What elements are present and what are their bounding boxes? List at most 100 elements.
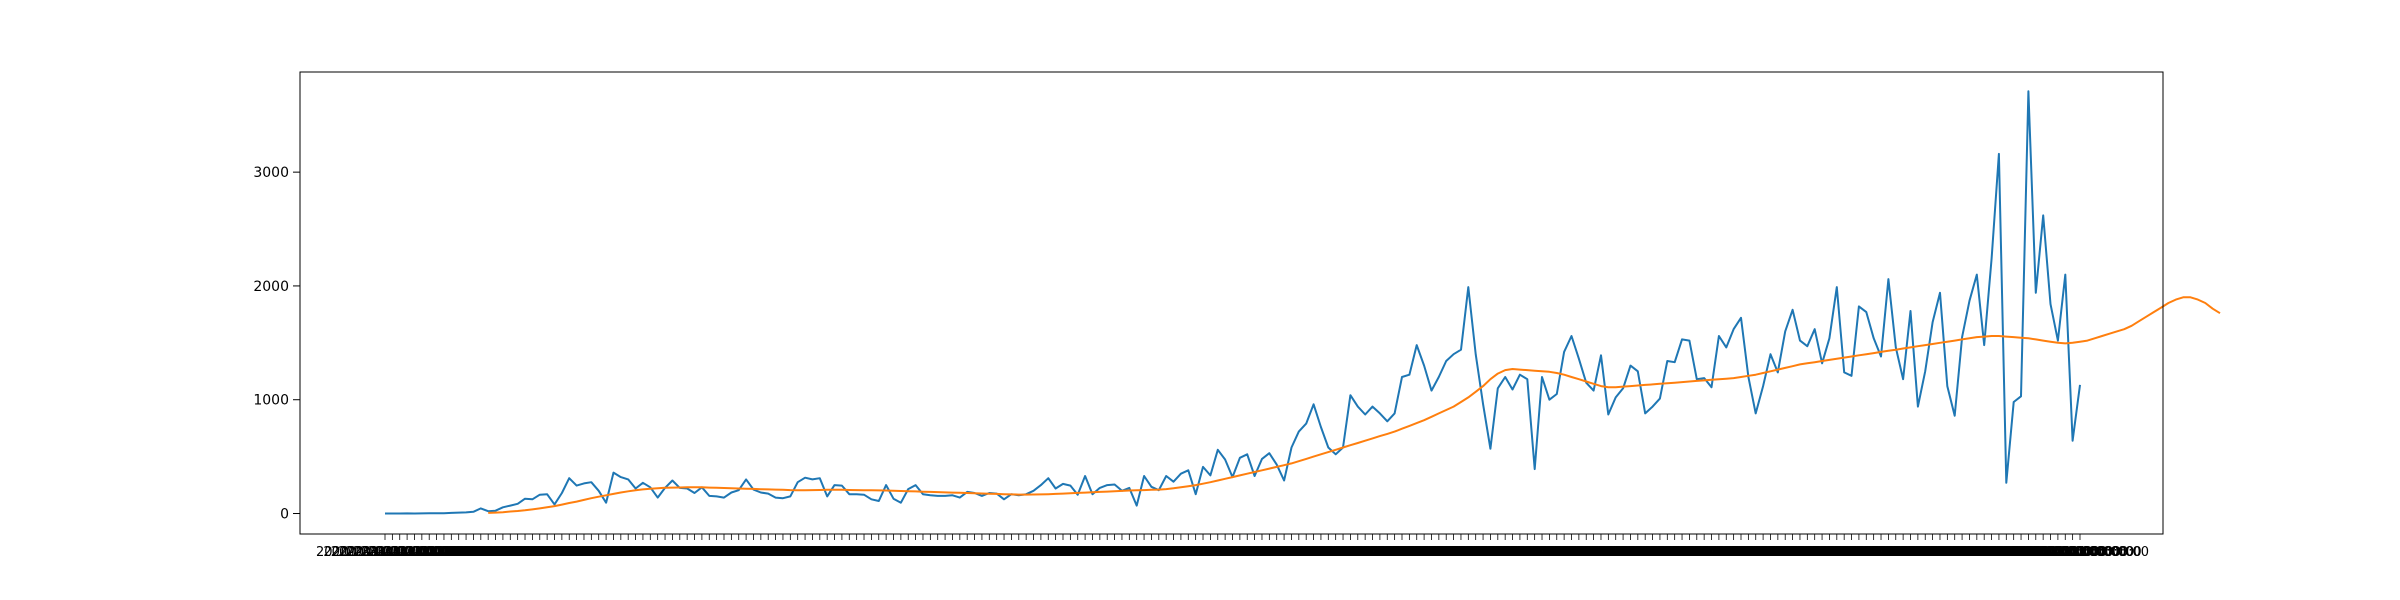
x-tick-label: 2020-03-01 00:00:00 [832,545,970,560]
x-tick-label: 2020-03-01 00:00:00 [1591,545,1729,560]
x-tick-label: 2020-03-01 00:00:00 [382,545,520,560]
x-tick-label: 2020-03-01 00:00:00 [1399,545,1537,560]
x-tick-label: 2020-03-01 00:00:00 [1864,545,2002,560]
x-tick-label: 2020-03-01 00:00:00 [1841,545,1979,560]
x-tick-label: 2020-03-01 00:00:00 [1237,545,1375,560]
x-tick-label: 2020-03-01 00:00:00 [1340,545,1478,560]
x-tick-label: 2020-03-01 00:00:00 [692,545,830,560]
x-tick-label: 2020-03-01 00:00:00 [1672,545,1810,560]
x-tick-label: 2020-03-01 00:00:00 [1827,545,1965,560]
x-tick-label: 2020-03-01 00:00:00 [1156,545,1294,560]
x-tick-label: 2020-03-01 00:00:00 [618,545,756,560]
x-tick-label: 2020-03-01 00:00:00 [1650,545,1788,560]
x-tick-label: 2020-03-01 00:00:00 [559,545,697,560]
x-tick-label: 2020-03-01 00:00:00 [773,545,911,560]
x-tick-label: 2020-03-01 00:00:00 [1834,545,1972,560]
x-tick-label: 2020-03-01 00:00:00 [1466,545,1604,560]
x-tick-label: 2020-03-01 00:00:00 [1348,545,1486,560]
x-tick-label: 2020-03-01 00:00:00 [913,545,1051,560]
x-tick-label: 2020-03-01 00:00:00 [1186,545,1324,560]
x-tick-label: 2020-03-01 00:00:00 [397,545,535,560]
y-axis: 0 1000 2000 3000 [253,165,300,523]
x-tick-label: 2020-03-01 00:00:00 [1326,545,1464,560]
x-tick-label: 2020-03-01 00:00:00 [1738,545,1876,560]
x-tick-label: 2020-03-01 00:00:00 [743,545,881,560]
x-tick-label: 2020-03-01 00:00:00 [1989,545,2127,560]
x-tick-label: 2020-03-01 00:00:00 [1908,545,2046,560]
x-tick-label: 2020-03-01 00:00:00 [1547,545,1685,560]
x-tick-label: 2020-03-01 00:00:00 [1171,545,1309,560]
x-tick-label: 2020-03-01 00:00:00 [1318,545,1456,560]
x-tick-label: 2020-03-01 00:00:00 [640,545,778,560]
x-tick-label: 2020-03-01 00:00:00 [1333,545,1471,560]
x-tick-label: 2020-03-01 00:00:00 [368,545,506,560]
x-tick-label: 2020-03-01 00:00:00 [906,545,1044,560]
x-tick-label: 2020-03-01 00:00:00 [1775,545,1913,560]
x-tick-label: 2020-03-01 00:00:00 [1267,545,1405,560]
x-tick-label: 2020-03-01 00:00:00 [987,545,1125,560]
x-tick-label: 2020-03-01 00:00:00 [714,545,852,560]
x-tick-label: 2020-03-01 00:00:00 [581,545,719,560]
x-tick-label: 2020-03-01 00:00:00 [1893,545,2031,560]
x-tick-label: 2020-03-01 00:00:00 [1193,545,1331,560]
x-tick-label: 2020-03-01 00:00:00 [1046,545,1184,560]
x-tick-label: 2020-03-01 00:00:00 [1289,545,1427,560]
x-tick-label: 2020-03-01 00:00:00 [1119,545,1257,560]
x-tick-label: 2020-03-01 00:00:00 [1060,545,1198,560]
x-tick-label: 2020-03-01 00:00:00 [1790,545,1928,560]
x-tick-label: 2020-03-01 00:00:00 [869,545,1007,560]
y-tick-label: 2000 [253,279,289,295]
x-tick-label: 2020-03-01 00:00:00 [1915,545,2053,560]
x-tick-label: 2020-03-01 00:00:00 [1222,545,1360,560]
x-tick-label: 2020-03-01 00:00:00 [662,545,800,560]
x-tick-label: 2020-03-01 00:00:00 [751,545,889,560]
x-tick-label: 2020-03-01 00:00:00 [316,545,454,560]
x-tick-label: 2020-03-01 00:00:00 [1679,545,1817,560]
x-tick-label: 2020-03-01 00:00:00 [1797,545,1935,560]
x-tick-label: 2020-03-01 00:00:00 [950,545,1088,560]
x-tick-label: 2020-03-01 00:00:00 [1930,545,2068,560]
x-tick-label: 2020-03-01 00:00:00 [1001,545,1139,560]
x-tick-label: 2020-03-01 00:00:00 [1746,545,1884,560]
axes-frame [299,71,2164,535]
x-tick-label: 2020-03-01 00:00:00 [419,545,557,560]
x-tick-label: 2020-03-01 00:00:00 [427,545,565,560]
x-tick-label: 2020-03-01 00:00:00 [1407,545,1545,560]
x-tick-label: 2020-03-01 00:00:00 [1421,545,1559,560]
x-tick-label: 2020-03-01 00:00:00 [1517,545,1655,560]
x-tick-label: 2020-03-01 00:00:00 [736,545,874,560]
x-tick-label: 2020-03-01 00:00:00 [338,545,476,560]
x-tick-label: 2020-03-01 00:00:00 [1451,545,1589,560]
x-tick-label: 2020-03-01 00:00:00 [1665,545,1803,560]
x-tick-label: 2020-03-01 00:00:00 [1959,545,2097,560]
x-tick-label: 2020-03-01 00:00:00 [780,545,918,560]
x-tick-label: 2020-03-01 00:00:00 [1937,545,2075,560]
x-tick-label: 2020-03-01 00:00:00 [1856,545,1994,560]
x-tick-label: 2020-03-01 00:00:00 [766,545,904,560]
x-tick-label: 2020-03-01 00:00:00 [802,545,940,560]
x-tick-label: 2020-03-01 00:00:00 [633,545,771,560]
x-tick-label: 2020-03-01 00:00:00 [1149,545,1287,560]
x-tick-label: 2020-03-01 00:00:00 [920,545,1058,560]
x-tick-label: 2020-03-01 00:00:00 [847,545,985,560]
x-tick-label: 2020-03-01 00:00:00 [1053,545,1191,560]
x-tick-label: 2020-03-01 00:00:00 [449,545,587,560]
x-tick-label: 2020-03-01 00:00:00 [2004,545,2142,560]
x-tick-label: 2020-03-01 00:00:00 [1296,545,1434,560]
x-tick-label: 2020-03-01 00:00:00 [596,545,734,560]
x-tick-label: 2020-03-01 00:00:00 [1281,545,1419,560]
x-tick-label: 2020-03-01 00:00:00 [824,545,962,560]
x-tick-label: 2020-03-01 00:00:00 [1009,545,1147,560]
x-tick-label: 2020-03-01 00:00:00 [964,545,1102,560]
x-tick-label: 2020-03-01 00:00:00 [375,545,513,560]
x-tick-label: 2020-03-01 00:00:00 [1134,545,1272,560]
x-tick-label: 2020-03-01 00:00:00 [434,545,572,560]
x-tick-label: 2020-03-01 00:00:00 [876,545,1014,560]
x-tick-label: 2020-03-01 00:00:00 [611,545,749,560]
x-tick-label: 2020-03-01 00:00:00 [810,545,948,560]
x-tick-label: 2020-03-01 00:00:00 [1532,545,1670,560]
x-tick-label: 2020-03-01 00:00:00 [1606,545,1744,560]
x-tick-label: 2020-03-01 00:00:00 [522,545,660,560]
x-tick-label: 2020-03-01 00:00:00 [1510,545,1648,560]
